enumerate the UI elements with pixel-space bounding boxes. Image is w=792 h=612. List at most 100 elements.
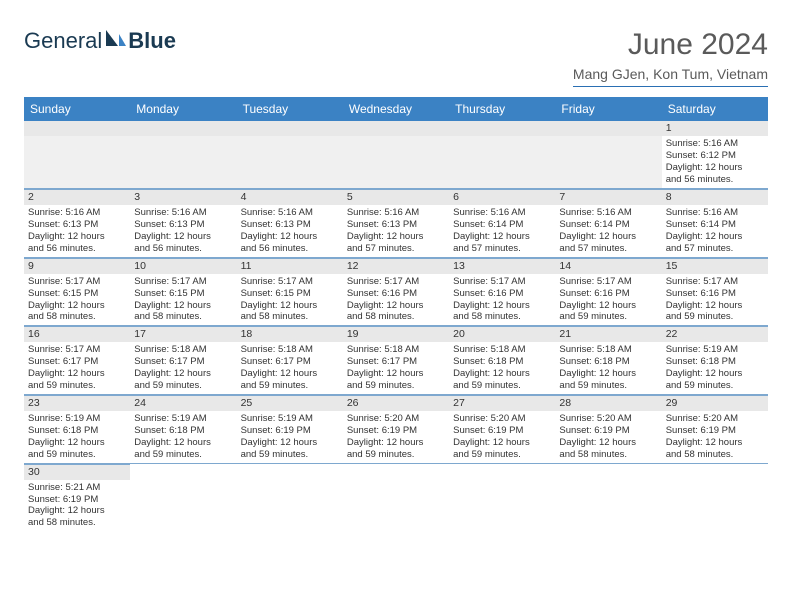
day-cell: 9Sunrise: 5:17 AMSunset: 6:15 PMDaylight… xyxy=(24,258,130,327)
day-cell: 22 Sunrise: 5:19 AMSunset: 6:18 PMDayligh… xyxy=(662,326,768,395)
month-title: June 2024 xyxy=(573,28,768,62)
day-info: Sunrise: 5:17 AMSunset: 6:16 PMDaylight:… xyxy=(664,276,766,324)
day-number: 11 xyxy=(237,258,343,274)
day-info: Sunrise: 5:20 AMSunset: 6:19 PMDaylight:… xyxy=(345,413,447,461)
day-cell: 28Sunrise: 5:20 AMSunset: 6:19 PMDayligh… xyxy=(555,395,661,464)
day-cell: 14Sunrise: 5:17 AMSunset: 6:16 PMDayligh… xyxy=(555,258,661,327)
day-number: 17 xyxy=(130,326,236,342)
day-info: Sunrise: 5:18 AMSunset: 6:17 PMDaylight:… xyxy=(132,344,234,392)
day-number: 23 xyxy=(24,395,130,411)
blank-cell xyxy=(130,121,236,189)
day-cell: 26 Sunrise: 5:20 AMSunset: 6:19 PMDayligh… xyxy=(343,395,449,464)
day-info: Sunrise: 5:16 AMSunset: 6:13 PMDaylight:… xyxy=(239,207,341,255)
weekday-header: Thursday xyxy=(449,97,555,121)
day-number: 4 xyxy=(237,189,343,205)
weekday-header: Saturday xyxy=(662,97,768,121)
day-info: Sunrise: 5:20 AMSunset: 6:19 PMDaylight:… xyxy=(557,413,659,461)
day-info: Sunrise: 5:16 AMSunset: 6:13 PMDaylight:… xyxy=(345,207,447,255)
day-info: Sunrise: 5:19 AMSunset: 6:18 PMDaylight:… xyxy=(664,344,766,392)
blank-band xyxy=(555,121,661,136)
day-info: Sunrise: 5:18 AMSunset: 6:17 PMDaylight:… xyxy=(345,344,447,392)
day-cell: 3 Sunrise: 5:16 AMSunset: 6:13 PMDaylight… xyxy=(130,189,236,258)
blank-band xyxy=(130,121,236,136)
weekday-header: Sunday xyxy=(24,97,130,121)
day-info: Sunrise: 5:17 AMSunset: 6:16 PMDaylight:… xyxy=(345,276,447,324)
day-number: 2 xyxy=(24,189,130,205)
day-number: 30 xyxy=(24,464,130,480)
day-cell: 21Sunrise: 5:18 AMSunset: 6:18 PMDayligh… xyxy=(555,326,661,395)
brand-logo: General Blue xyxy=(24,28,176,54)
blank-cell xyxy=(555,121,661,189)
blank-cell xyxy=(237,121,343,189)
day-cell: 20 Sunrise: 5:18 AMSunset: 6:18 PMDayligh… xyxy=(449,326,555,395)
day-number: 1 xyxy=(662,121,768,136)
blank-cell xyxy=(24,121,130,189)
weekday-header-row: SundayMondayTuesdayWednesdayThursdayFrid… xyxy=(24,97,768,121)
brand-part1: General xyxy=(24,28,102,54)
calendar: SundayMondayTuesdayWednesdayThursdayFrid… xyxy=(24,97,768,532)
day-info: Sunrise: 5:20 AMSunset: 6:19 PMDaylight:… xyxy=(664,413,766,461)
day-number: 16 xyxy=(24,326,130,342)
day-number: 26 xyxy=(343,395,449,411)
day-info: Sunrise: 5:18 AMSunset: 6:18 PMDaylight:… xyxy=(557,344,659,392)
title-block: June 2024 Mang GJen, Kon Tum, Vietnam xyxy=(573,28,768,87)
day-info: Sunrise: 5:19 AMSunset: 6:18 PMDaylight:… xyxy=(26,413,128,461)
day-info: Sunrise: 5:16 AMSunset: 6:14 PMDaylight:… xyxy=(451,207,553,255)
day-cell: 15Sunrise: 5:17 AMSunset: 6:16 PMDayligh… xyxy=(662,258,768,327)
day-cell: 19 Sunrise: 5:18 AMSunset: 6:17 PMDayligh… xyxy=(343,326,449,395)
day-number: 18 xyxy=(237,326,343,342)
day-cell: 2Sunrise: 5:16 AMSunset: 6:13 PMDaylight… xyxy=(24,189,130,258)
brand-part2: Blue xyxy=(128,28,176,54)
days-grid: 1 Sunrise: 5:16 AMSunset: 6:12 PMDaylight… xyxy=(24,121,768,532)
day-cell: 12 Sunrise: 5:17 AMSunset: 6:16 PMDayligh… xyxy=(343,258,449,327)
day-number: 5 xyxy=(343,189,449,205)
day-info: Sunrise: 5:16 AMSunset: 6:14 PMDaylight:… xyxy=(557,207,659,255)
day-info: Sunrise: 5:18 AMSunset: 6:18 PMDaylight:… xyxy=(451,344,553,392)
sail-icon xyxy=(104,28,126,54)
day-number: 29 xyxy=(662,395,768,411)
blank-band xyxy=(343,121,449,136)
day-info: Sunrise: 5:17 AMSunset: 6:15 PMDaylight:… xyxy=(132,276,234,324)
day-info: Sunrise: 5:19 AMSunset: 6:19 PMDaylight:… xyxy=(239,413,341,461)
weekday-header: Tuesday xyxy=(237,97,343,121)
day-info: Sunrise: 5:21 AMSunset: 6:19 PMDaylight:… xyxy=(26,482,128,530)
day-cell: 25 Sunrise: 5:19 AMSunset: 6:19 PMDayligh… xyxy=(237,395,343,464)
blank-band xyxy=(24,121,130,136)
day-cell: 23 Sunrise: 5:19 AMSunset: 6:18 PMDayligh… xyxy=(24,395,130,464)
header: General Blue June 2024 Mang GJen, Kon Tu… xyxy=(24,28,768,87)
day-number: 22 xyxy=(662,326,768,342)
location: Mang GJen, Kon Tum, Vietnam xyxy=(573,66,768,87)
day-number: 12 xyxy=(343,258,449,274)
day-info: Sunrise: 5:18 AMSunset: 6:17 PMDaylight:… xyxy=(239,344,341,392)
day-cell: 1 Sunrise: 5:16 AMSunset: 6:12 PMDaylight… xyxy=(662,121,768,189)
day-cell: 18 Sunrise: 5:18 AMSunset: 6:17 PMDayligh… xyxy=(237,326,343,395)
day-number: 13 xyxy=(449,258,555,274)
day-number: 7 xyxy=(555,189,661,205)
day-info: Sunrise: 5:16 AMSunset: 6:13 PMDaylight:… xyxy=(132,207,234,255)
day-number: 20 xyxy=(449,326,555,342)
day-number: 10 xyxy=(130,258,236,274)
blank-cell xyxy=(449,121,555,189)
day-info: Sunrise: 5:16 AMSunset: 6:12 PMDaylight:… xyxy=(664,138,766,186)
day-number: 14 xyxy=(555,258,661,274)
day-number: 19 xyxy=(343,326,449,342)
day-number: 25 xyxy=(237,395,343,411)
day-cell: 10 Sunrise: 5:17 AMSunset: 6:15 PMDayligh… xyxy=(130,258,236,327)
blank-band xyxy=(237,121,343,136)
day-info: Sunrise: 5:17 AMSunset: 6:16 PMDaylight:… xyxy=(451,276,553,324)
weekday-header: Monday xyxy=(130,97,236,121)
day-number: 3 xyxy=(130,189,236,205)
day-info: Sunrise: 5:20 AMSunset: 6:19 PMDaylight:… xyxy=(451,413,553,461)
weekday-header: Wednesday xyxy=(343,97,449,121)
day-cell: 8Sunrise: 5:16 AMSunset: 6:14 PMDaylight… xyxy=(662,189,768,258)
day-info: Sunrise: 5:16 AMSunset: 6:14 PMDaylight:… xyxy=(664,207,766,255)
day-number: 24 xyxy=(130,395,236,411)
day-cell: 4 Sunrise: 5:16 AMSunset: 6:13 PMDaylight… xyxy=(237,189,343,258)
day-cell: 7 Sunrise: 5:16 AMSunset: 6:14 PMDaylight… xyxy=(555,189,661,258)
day-info: Sunrise: 5:17 AMSunset: 6:15 PMDaylight:… xyxy=(239,276,341,324)
day-cell: 13 Sunrise: 5:17 AMSunset: 6:16 PMDayligh… xyxy=(449,258,555,327)
day-cell: 17 Sunrise: 5:18 AMSunset: 6:17 PMDayligh… xyxy=(130,326,236,395)
day-number: 6 xyxy=(449,189,555,205)
day-info: Sunrise: 5:17 AMSunset: 6:15 PMDaylight:… xyxy=(26,276,128,324)
day-number: 27 xyxy=(449,395,555,411)
